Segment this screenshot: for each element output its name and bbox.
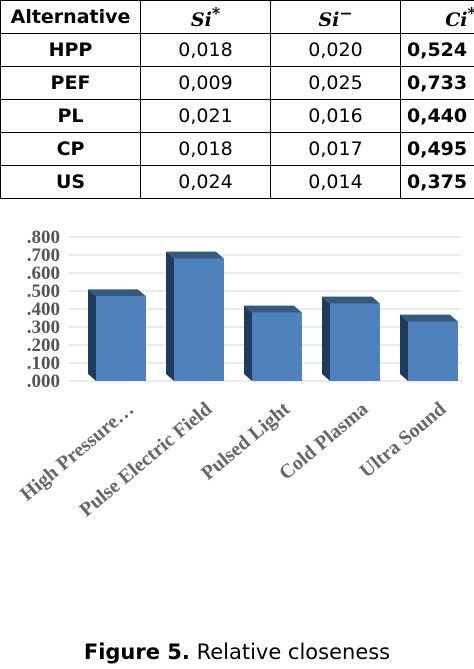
header-cell: Si−	[270, 0, 401, 34]
bar-side	[88, 289, 96, 381]
bar-top	[322, 296, 380, 304]
table-row: PEF 0,009 0,025 0,733	[0, 66, 474, 100]
table-cell: PL	[0, 99, 141, 133]
table-cell: 0,021	[140, 99, 271, 133]
bar	[244, 305, 302, 381]
header-base: Si*	[190, 3, 221, 31]
table-cell: 0,009	[140, 66, 271, 100]
y-tick-label: .700	[27, 245, 60, 266]
table: AlternativeSi*Si−Ci*HPP0,0180,0200,524PE…	[0, 0, 474, 199]
bar	[88, 289, 146, 381]
header-sup: *	[211, 3, 221, 23]
header-cell: Ci*	[400, 0, 474, 34]
table-cell: 0,017	[270, 132, 401, 166]
table-row: HPP 0,018 0,020 0,524	[0, 33, 474, 67]
table-cell: 0,733	[400, 66, 474, 100]
bar-side	[166, 251, 174, 381]
bar-front	[252, 312, 302, 381]
table-cell: PEF	[0, 66, 141, 100]
table-row: CP 0,018 0,017 0,495	[0, 132, 474, 166]
header-sup: *	[468, 3, 474, 22]
table-cell: HPP	[0, 33, 141, 67]
bar-side	[322, 296, 330, 381]
bar-top	[166, 251, 224, 259]
y-tick-label: .300	[27, 317, 60, 338]
bar-side	[244, 305, 252, 381]
header-cell: Si*	[140, 0, 271, 34]
y-tick-label: .400	[27, 299, 60, 320]
y-tick-label: .500	[27, 281, 60, 302]
bar-front	[174, 258, 224, 381]
table-cell: US	[0, 165, 141, 199]
y-tick-label: .000	[27, 371, 60, 392]
x-tick-label: Ultra Sound	[356, 398, 451, 482]
y-tick-label: .800	[27, 227, 60, 248]
y-tick-label: .600	[27, 263, 60, 284]
table-cell: 0,375	[400, 165, 474, 199]
bar	[400, 314, 458, 381]
table-cell: 0,495	[400, 132, 474, 166]
bar-top	[88, 289, 146, 297]
caption-text: Relative closeness	[196, 640, 391, 664]
bar-front	[96, 296, 146, 381]
bar	[166, 251, 224, 381]
y-tick-label: .100	[27, 353, 60, 374]
table-row: PL 0,021 0,016 0,440	[0, 99, 474, 133]
bar-front	[408, 321, 458, 381]
caption: Figure 5. Relative closeness	[0, 640, 474, 664]
table-cell: 0,016	[270, 99, 401, 133]
table-row: US 0,024 0,014 0,375	[0, 165, 474, 199]
bar-top	[400, 314, 458, 322]
header-cell: Alternative	[0, 0, 141, 34]
table-cell: 0,524	[400, 33, 474, 67]
table-cell: CP	[0, 132, 141, 166]
header-base: Ci*	[445, 3, 474, 30]
table-cell: 0,020	[270, 33, 401, 67]
table-cell: 0,024	[140, 165, 271, 199]
table-cell: 0,440	[400, 99, 474, 133]
table-cell: 0,018	[140, 33, 271, 67]
header-base: Si−	[318, 3, 353, 31]
caption-label: Figure 5.	[83, 640, 190, 664]
table-wrap: AlternativeSi*Si−Ci*HPP0,0180,0200,524PE…	[0, 0, 474, 200]
header-sup: −	[339, 3, 353, 23]
header-row: Alternative Si* Si− Ci*	[0, 0, 474, 34]
table-cell: 0,018	[140, 132, 271, 166]
chart: .000.100.200.300.400.500.600.700.800High…	[16, 227, 462, 521]
y-tick-label: .200	[27, 335, 60, 356]
bar-side	[400, 314, 408, 381]
table-cell: 0,014	[270, 165, 401, 199]
bar	[322, 296, 380, 381]
bar-top	[244, 305, 302, 313]
bar-front	[330, 303, 380, 381]
table-cell: 0,025	[270, 66, 401, 100]
x-tick-label: Pulse Electric Field	[75, 398, 216, 521]
